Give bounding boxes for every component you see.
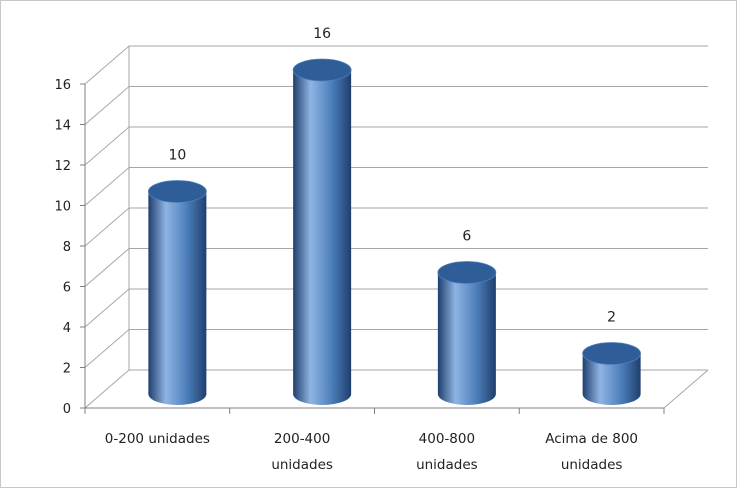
y-tick-label: 16	[54, 78, 71, 93]
bar-top	[582, 342, 642, 365]
bar-body	[148, 191, 207, 405]
y-tick-label: 4	[63, 321, 71, 336]
bar-body	[293, 70, 352, 405]
data-label: 2	[607, 310, 616, 326]
category-label: Acima de 800 unidades	[545, 431, 638, 473]
y-tick-labels: 0 2 4 6 8 10 12 14 16	[54, 78, 71, 417]
floor-edge-left	[84, 369, 130, 409]
data-labels: 10 16 6 2	[168, 26, 616, 326]
bar	[292, 58, 352, 405]
y-tick-label: 10	[54, 200, 71, 215]
floor-edge-right	[663, 369, 709, 409]
category-label: 400-800 unidades	[416, 431, 478, 473]
gridline-side	[84, 167, 130, 206]
axes	[80, 83, 665, 414]
gridline-side	[84, 207, 130, 247]
data-label: 16	[313, 26, 331, 42]
gridline-side	[84, 248, 130, 287]
y-tick-label: 14	[54, 119, 71, 134]
bar	[147, 180, 207, 405]
y-tick-label: 2	[63, 362, 71, 377]
category-label: 0-200 unidades	[105, 431, 210, 447]
category-labels: 0-200 unidades 200-400 unidades 400-800 unid…	[105, 431, 638, 473]
bars	[147, 58, 642, 405]
y-tick-label: 0	[63, 402, 71, 417]
gridline-side	[84, 45, 130, 85]
data-label: 10	[168, 148, 186, 164]
y-tick-label: 6	[63, 281, 71, 296]
data-label: 6	[462, 229, 471, 245]
bar-top	[147, 180, 207, 203]
bar-body	[437, 272, 496, 405]
bar-top	[292, 58, 352, 82]
gridline-side	[84, 288, 130, 328]
bar	[437, 261, 497, 405]
bar-body	[582, 353, 641, 405]
bar	[582, 342, 642, 405]
gridline-side	[84, 126, 130, 166]
y-tick-label: 8	[63, 240, 71, 255]
gridline-side	[84, 86, 130, 125]
gridlines	[84, 45, 709, 409]
y-tick-label: 12	[54, 159, 71, 174]
bar-top	[437, 261, 497, 284]
gridline-side	[84, 329, 130, 368]
category-label: 200-400 unidades	[271, 431, 333, 473]
